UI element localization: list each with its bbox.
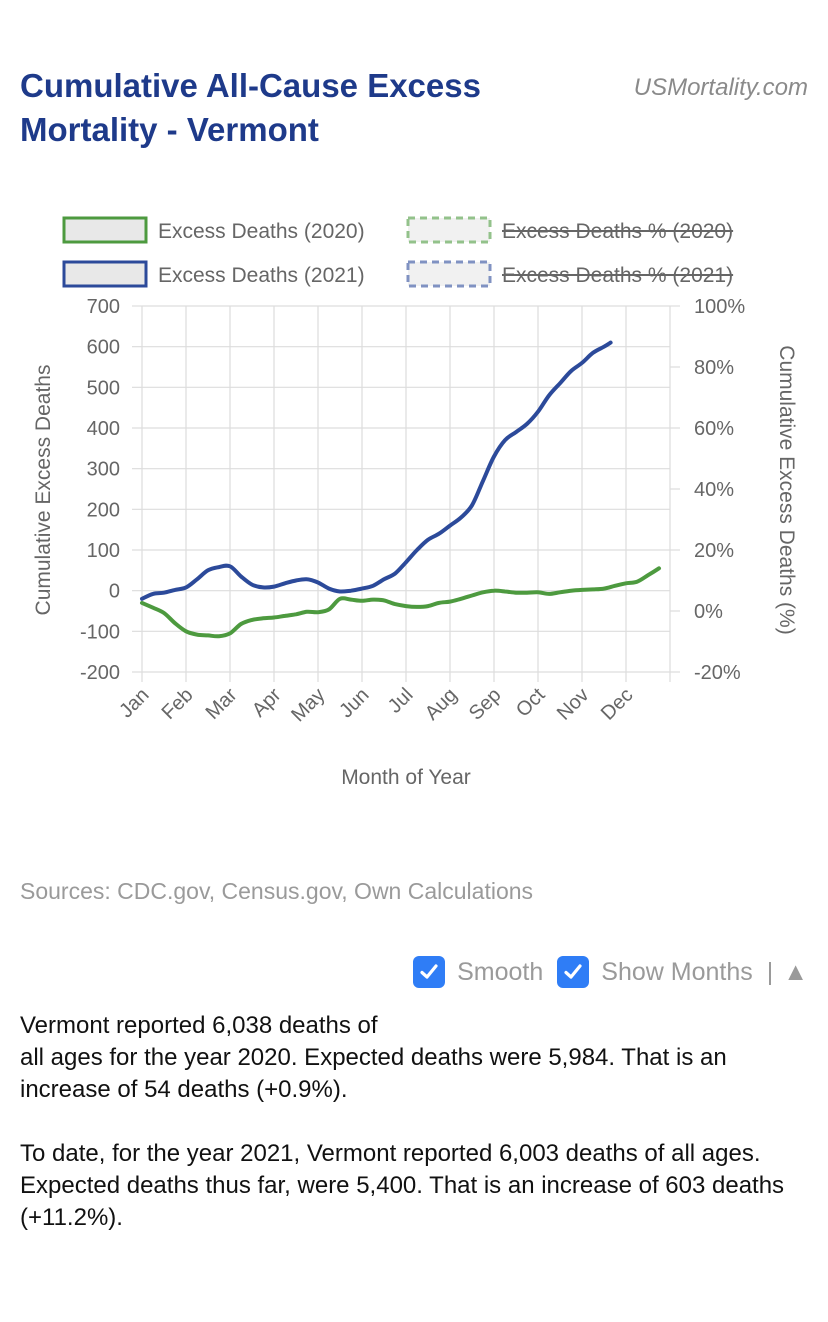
y-tick-label: 400 <box>87 418 120 440</box>
summary-2020-line2: all ages for the year 2020. Expected dea… <box>20 1044 727 1103</box>
x-axis-ticks: Jan Feb Mar Apr May Jun Jul Aug Sep Oct Nov Dec <box>115 684 637 727</box>
legend-label: Excess Deaths (2021) <box>158 264 365 287</box>
y2-tick-label: 20% <box>694 540 734 562</box>
page-title: Cumulative All-Cause Excess Mortality - … <box>20 67 481 148</box>
x-tick-label: Jun <box>335 684 373 722</box>
chart-controls: Smooth Show Months | ▲ <box>413 956 808 988</box>
y2-tick-label: -20% <box>694 662 741 684</box>
summary-2021: To date, for the year 2021, Vermont repo… <box>20 1140 785 1231</box>
y2-tick-label: 100% <box>694 296 745 318</box>
y-tick-label: 500 <box>87 377 120 399</box>
legend-item[interactable]: Excess Deaths (2020) <box>62 216 365 244</box>
legend-item[interactable]: Excess Deaths % (2020) <box>406 216 734 244</box>
y2-tick-label: 0% <box>694 601 723 623</box>
y-tick-label: 200 <box>87 499 120 521</box>
legend-swatch <box>406 260 492 288</box>
show-months-label[interactable]: Show Months <box>601 957 753 986</box>
legend-swatch <box>62 260 148 288</box>
y-tick-label: 700 <box>87 296 120 318</box>
y-tick-label: 300 <box>87 459 120 481</box>
y-tick-label: -200 <box>80 662 120 684</box>
y-tick-label: 100 <box>87 540 120 562</box>
x-tick-label: Dec <box>597 684 638 725</box>
x-tick-label: Mar <box>202 684 242 724</box>
x-tick-label: Nov <box>553 684 594 725</box>
x-tick-label: Aug <box>421 684 462 725</box>
y2-tick-label: 60% <box>694 418 734 440</box>
x-tick-label: Sep <box>465 684 506 725</box>
check-icon <box>564 964 582 979</box>
series-line-excess-deaths-2020 <box>140 566 661 639</box>
legend-swatch <box>62 216 148 244</box>
smooth-label[interactable]: Smooth <box>457 957 544 986</box>
y2-axis-ticks: 100% 80% 60% 40% 20% 0% -20% <box>694 296 745 684</box>
collapse-up-icon[interactable]: ▲ <box>783 957 808 986</box>
summary-2020: Vermont reported 6,038 deaths of all age… <box>20 1010 810 1106</box>
site-brand[interactable]: USMortality.com <box>633 74 808 101</box>
x-tick-label: Jan <box>115 684 153 722</box>
summary-text: Vermont reported 6,038 deaths of all age… <box>20 1010 810 1266</box>
smooth-checkbox[interactable] <box>413 956 446 988</box>
x-tick-label: May <box>287 684 329 726</box>
y-tick-label: 0 <box>109 581 120 603</box>
excess-deaths-chart: Excess Deaths (2020) Excess Deaths % (202… <box>32 216 798 789</box>
chart-grid <box>132 305 680 682</box>
summary-2020-line1: Vermont reported 6,038 deaths of <box>20 1012 378 1039</box>
y-tick-label: 600 <box>87 337 120 359</box>
y2-tick-label: 80% <box>694 357 734 379</box>
x-tick-label: Feb <box>158 684 198 724</box>
x-tick-label: Apr <box>248 684 286 722</box>
legend-swatch <box>406 216 492 244</box>
show-months-checkbox[interactable] <box>557 956 590 988</box>
y-axis-label: Cumulative Excess Deaths <box>32 365 55 616</box>
y2-axis-label: Cumulative Excess Deaths (%) <box>775 345 798 634</box>
series-line-excess-deaths-2021 <box>140 340 613 601</box>
check-icon <box>420 964 438 979</box>
legend-label: Excess Deaths (2020) <box>158 220 365 243</box>
x-axis-label: Month of Year <box>341 766 471 789</box>
x-tick-label: Oct <box>512 684 550 722</box>
controls-separator: | <box>766 957 774 986</box>
chart-series <box>140 340 661 639</box>
sources-note: Sources: CDC.gov, Census.gov, Own Calcul… <box>20 878 534 904</box>
y2-tick-label: 40% <box>694 479 734 501</box>
y-tick-label: -100 <box>80 621 120 643</box>
legend-item[interactable]: Excess Deaths % (2021) <box>406 260 734 288</box>
legend-item[interactable]: Excess Deaths (2021) <box>62 260 365 288</box>
y-axis-ticks: 700 600 500 400 300 200 100 0 -100 -200 <box>80 296 120 684</box>
x-tick-label: Jul <box>384 684 418 718</box>
chart-legend: Excess Deaths (2020) Excess Deaths % (202… <box>62 216 734 288</box>
